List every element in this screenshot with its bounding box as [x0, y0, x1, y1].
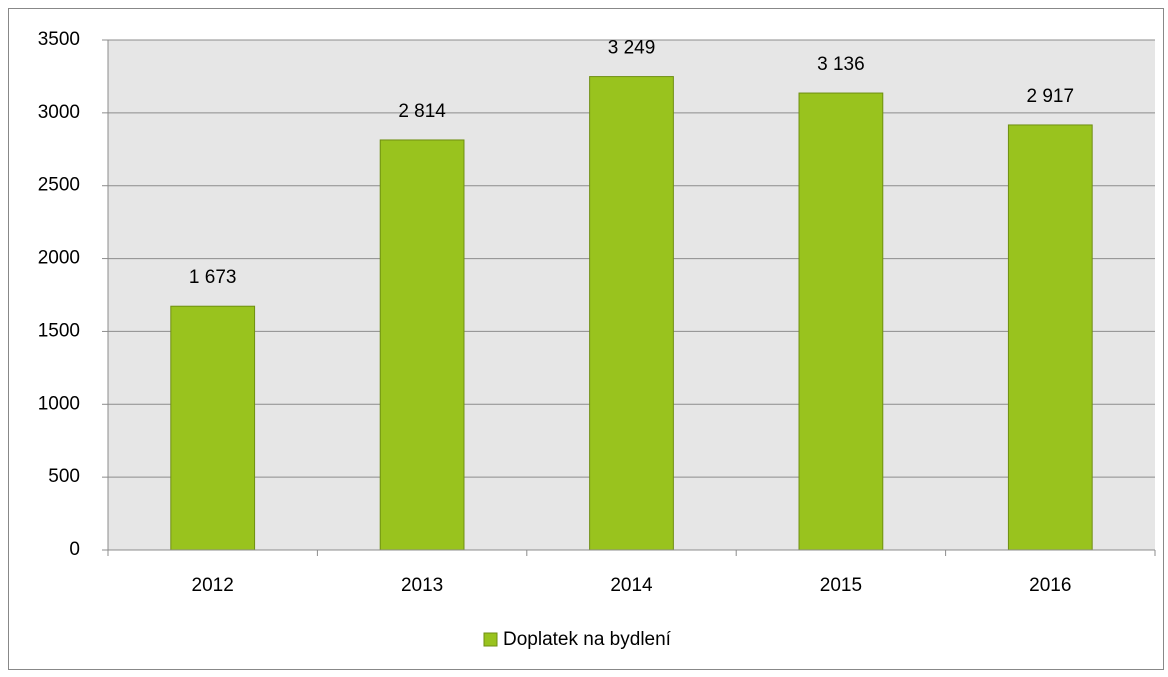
x-tick-label: 2016 [1029, 575, 1071, 596]
y-tick-label: 1000 [38, 393, 80, 414]
data-label: 2 814 [398, 101, 446, 122]
bar [589, 76, 674, 551]
x-tick-label: 2012 [192, 575, 234, 596]
legend-label: Doplatek na bydlení [503, 629, 672, 650]
data-label: 3 136 [817, 54, 865, 75]
bar [379, 139, 465, 551]
y-tick-label: 3500 [38, 29, 80, 50]
x-tick-label: 2015 [820, 575, 862, 596]
x-tick-label: 2014 [610, 575, 653, 596]
y-tick-label: 1500 [38, 320, 80, 341]
bar [170, 305, 256, 551]
y-tick-label: 2500 [38, 175, 80, 196]
y-tick-label: 500 [48, 466, 80, 487]
legend-swatch [483, 632, 498, 647]
y-tick-label: 0 [69, 539, 80, 560]
x-tick-label: 2013 [401, 575, 443, 596]
bar [798, 92, 884, 551]
data-label: 1 673 [189, 267, 237, 288]
y-tick-label: 3000 [38, 102, 80, 123]
data-label: 2 917 [1027, 86, 1075, 107]
data-label: 3 249 [608, 38, 656, 59]
bar [1007, 124, 1093, 551]
y-tick-label: 2000 [38, 248, 80, 269]
